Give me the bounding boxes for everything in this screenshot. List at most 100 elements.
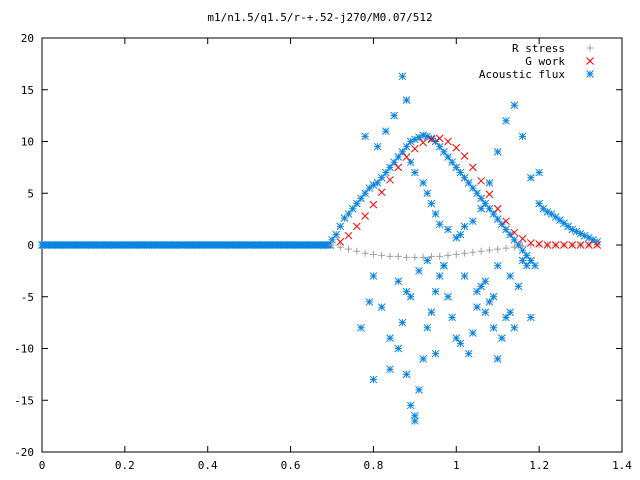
data-point [431,210,440,218]
data-point [514,241,523,249]
data-point [373,142,382,151]
data-point [373,179,382,187]
data-point [353,222,361,231]
data-point [390,111,398,120]
data-point [436,252,444,260]
x-tick-label: 1 [453,459,460,472]
data-point [357,323,365,332]
data-point [494,245,502,253]
data-point [406,137,415,146]
data-point [510,235,519,244]
y-tick-label: 10 [21,136,34,149]
data-point [518,132,527,141]
data-point [444,153,452,161]
data-point [361,249,369,257]
data-point [502,225,510,234]
data-point [477,176,485,185]
data-point [386,334,394,343]
data-point [394,153,403,161]
data-point [345,245,353,253]
y-tick-label: -10 [14,343,34,356]
series-acoustic-flux [38,72,601,425]
x-tick-label: 0.2 [115,459,135,472]
data-point [489,323,498,332]
data-point [431,349,440,358]
data-point [121,241,129,249]
data-point [402,153,411,161]
data-point [394,252,402,260]
data-point [435,272,444,280]
data-point [469,163,477,172]
data-point [518,256,527,265]
data-point [460,272,469,280]
data-point [551,213,560,221]
x-tick-label: 0 [39,459,46,472]
data-point [531,261,539,270]
data-point [485,246,493,254]
data-point [469,184,477,192]
x-tick-label: 0.4 [198,459,218,472]
data-point [489,292,498,301]
data-point [348,204,357,213]
data-point [411,168,419,177]
data-point [415,133,423,142]
series-layer [38,72,601,425]
data-point [398,147,407,156]
data-point [361,132,369,141]
data-point [452,143,461,152]
data-point [353,247,361,255]
legend-marker-g-work [586,57,594,65]
data-point [568,225,577,234]
data-point [369,181,378,189]
data-point [522,261,531,270]
data-point [506,308,514,317]
data-point [518,246,527,255]
data-point [551,241,560,249]
data-point [319,241,328,249]
data-point [502,217,510,226]
data-point [423,189,432,198]
y-tick-label: -15 [14,394,34,407]
data-point [589,235,597,244]
data-point [535,240,543,248]
data-point [452,334,461,343]
data-point [87,241,96,249]
data-point [493,204,502,213]
data-point [527,313,535,322]
data-point [403,253,411,261]
data-point [452,163,461,172]
data-point [452,250,460,258]
data-point [394,277,403,286]
data-point [564,222,572,231]
data-point [506,272,514,280]
data-point [332,230,340,239]
data-point [390,158,398,167]
data-point [493,147,502,156]
data-point [378,251,386,259]
data-point [411,135,419,144]
data-point [510,101,519,110]
data-point [576,229,585,238]
data-point [270,241,278,249]
data-point [419,138,427,147]
data-point [560,219,568,228]
data-point [560,241,568,249]
data-point [493,215,502,223]
series-g-work [336,134,601,249]
legend-label-acoustic-flux: Acoustic flux [479,68,565,81]
data-point [535,241,543,249]
data-point [481,308,490,317]
data-point [394,163,403,172]
data-point [154,241,162,249]
data-point [423,132,432,141]
data-point [427,135,436,144]
data-point [522,251,531,260]
data-point [382,168,390,177]
data-point [568,241,577,249]
data-point [398,72,407,81]
data-point [353,199,361,208]
data-point [506,230,514,239]
data-point [377,173,386,182]
data-point [435,142,444,151]
